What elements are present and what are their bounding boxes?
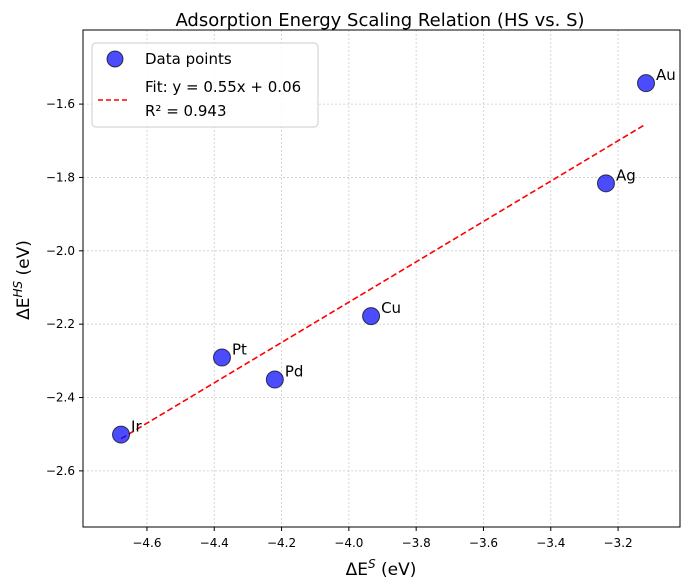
y-tick-label: −2.2: [46, 317, 75, 331]
data-point-cu: [362, 307, 381, 326]
data-point-au: [637, 74, 656, 93]
legend: Data points Fit: y = 0.55x + 0.06 R² = 0…: [91, 42, 319, 128]
x-tick-label: −4.6: [132, 536, 161, 550]
y-tick-label: −2.4: [46, 391, 75, 405]
x-tick-label: −4.0: [334, 536, 363, 550]
data-point-ag: [596, 174, 615, 193]
y-tick-label: −2.6: [46, 464, 75, 478]
legend-label-fit: Fit: y = 0.55x + 0.06: [145, 78, 301, 96]
point-label-ag: Ag: [616, 166, 636, 184]
legend-label-r2: R² = 0.943: [145, 102, 226, 120]
point-label-pt: Pt: [232, 341, 247, 359]
x-tick-label: −4.4: [200, 536, 229, 550]
point-label-cu: Cu: [381, 299, 401, 317]
point-label-ir: Ir: [131, 418, 142, 436]
legend-box: [91, 42, 319, 128]
chart-title: Adsorption Energy Scaling Relation (HS v…: [175, 10, 584, 31]
data-point-pt: [212, 348, 231, 367]
x-axis-label: ΔES (eV): [346, 557, 417, 580]
fit-line: [120, 123, 647, 440]
y-tick-label: −1.6: [46, 97, 75, 111]
y-tick-label: −2.0: [46, 244, 75, 258]
x-tick-label: −4.2: [267, 536, 296, 550]
point-label-au: Au: [656, 66, 676, 84]
y-axis-label: ΔEHS (eV): [11, 240, 34, 320]
data-point-pd: [265, 370, 284, 389]
plot-frame: [82, 29, 681, 528]
x-tick-label: −3.6: [469, 536, 498, 550]
x-tick-label: −3.8: [402, 536, 431, 550]
point-label-pd: Pd: [285, 363, 304, 381]
legend-label-data: Data points: [145, 50, 232, 68]
legend-marker-data: [106, 50, 124, 68]
y-tick-label: −1.8: [46, 170, 75, 184]
x-tick-label: −3.2: [604, 536, 633, 550]
x-tick-label: −3.4: [536, 536, 565, 550]
data-point-ir: [112, 425, 131, 444]
